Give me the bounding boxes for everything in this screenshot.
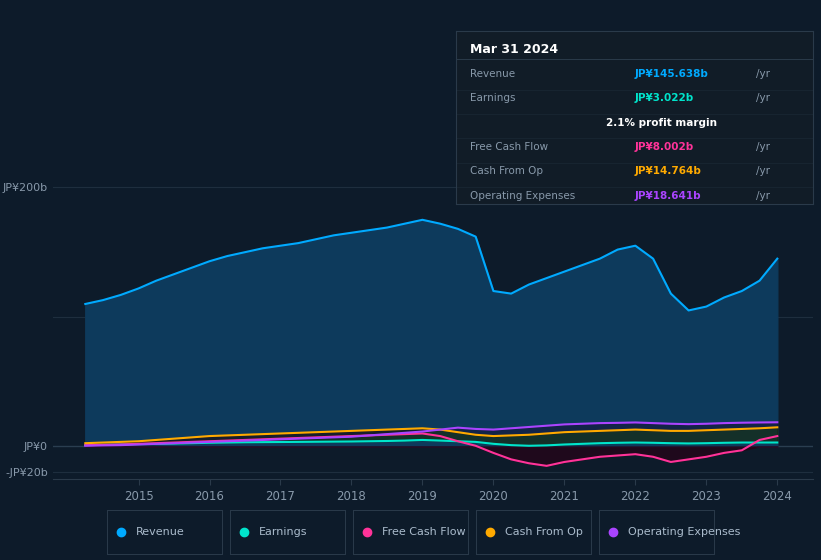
Text: Earnings: Earnings	[470, 94, 516, 103]
Text: Cash From Op: Cash From Op	[505, 527, 583, 537]
Text: JP¥14.764b: JP¥14.764b	[635, 166, 701, 176]
Text: Operating Expenses: Operating Expenses	[628, 527, 741, 537]
Text: Operating Expenses: Operating Expenses	[470, 190, 576, 200]
Text: Free Cash Flow: Free Cash Flow	[382, 527, 466, 537]
Text: /yr: /yr	[755, 190, 769, 200]
Text: JP¥18.641b: JP¥18.641b	[635, 190, 701, 200]
Text: Revenue: Revenue	[470, 69, 515, 79]
Text: JP¥8.002b: JP¥8.002b	[635, 142, 694, 152]
Text: /yr: /yr	[755, 69, 769, 79]
Text: Free Cash Flow: Free Cash Flow	[470, 142, 548, 152]
Text: JP¥3.022b: JP¥3.022b	[635, 94, 694, 103]
Text: /yr: /yr	[755, 142, 769, 152]
Text: Cash From Op: Cash From Op	[470, 166, 543, 176]
Text: 2.1% profit margin: 2.1% profit margin	[606, 118, 717, 128]
Text: Earnings: Earnings	[259, 527, 307, 537]
Text: JP¥145.638b: JP¥145.638b	[635, 69, 708, 79]
Text: Mar 31 2024: Mar 31 2024	[470, 43, 558, 56]
Text: /yr: /yr	[755, 166, 769, 176]
Text: /yr: /yr	[755, 94, 769, 103]
Text: Revenue: Revenue	[135, 527, 184, 537]
